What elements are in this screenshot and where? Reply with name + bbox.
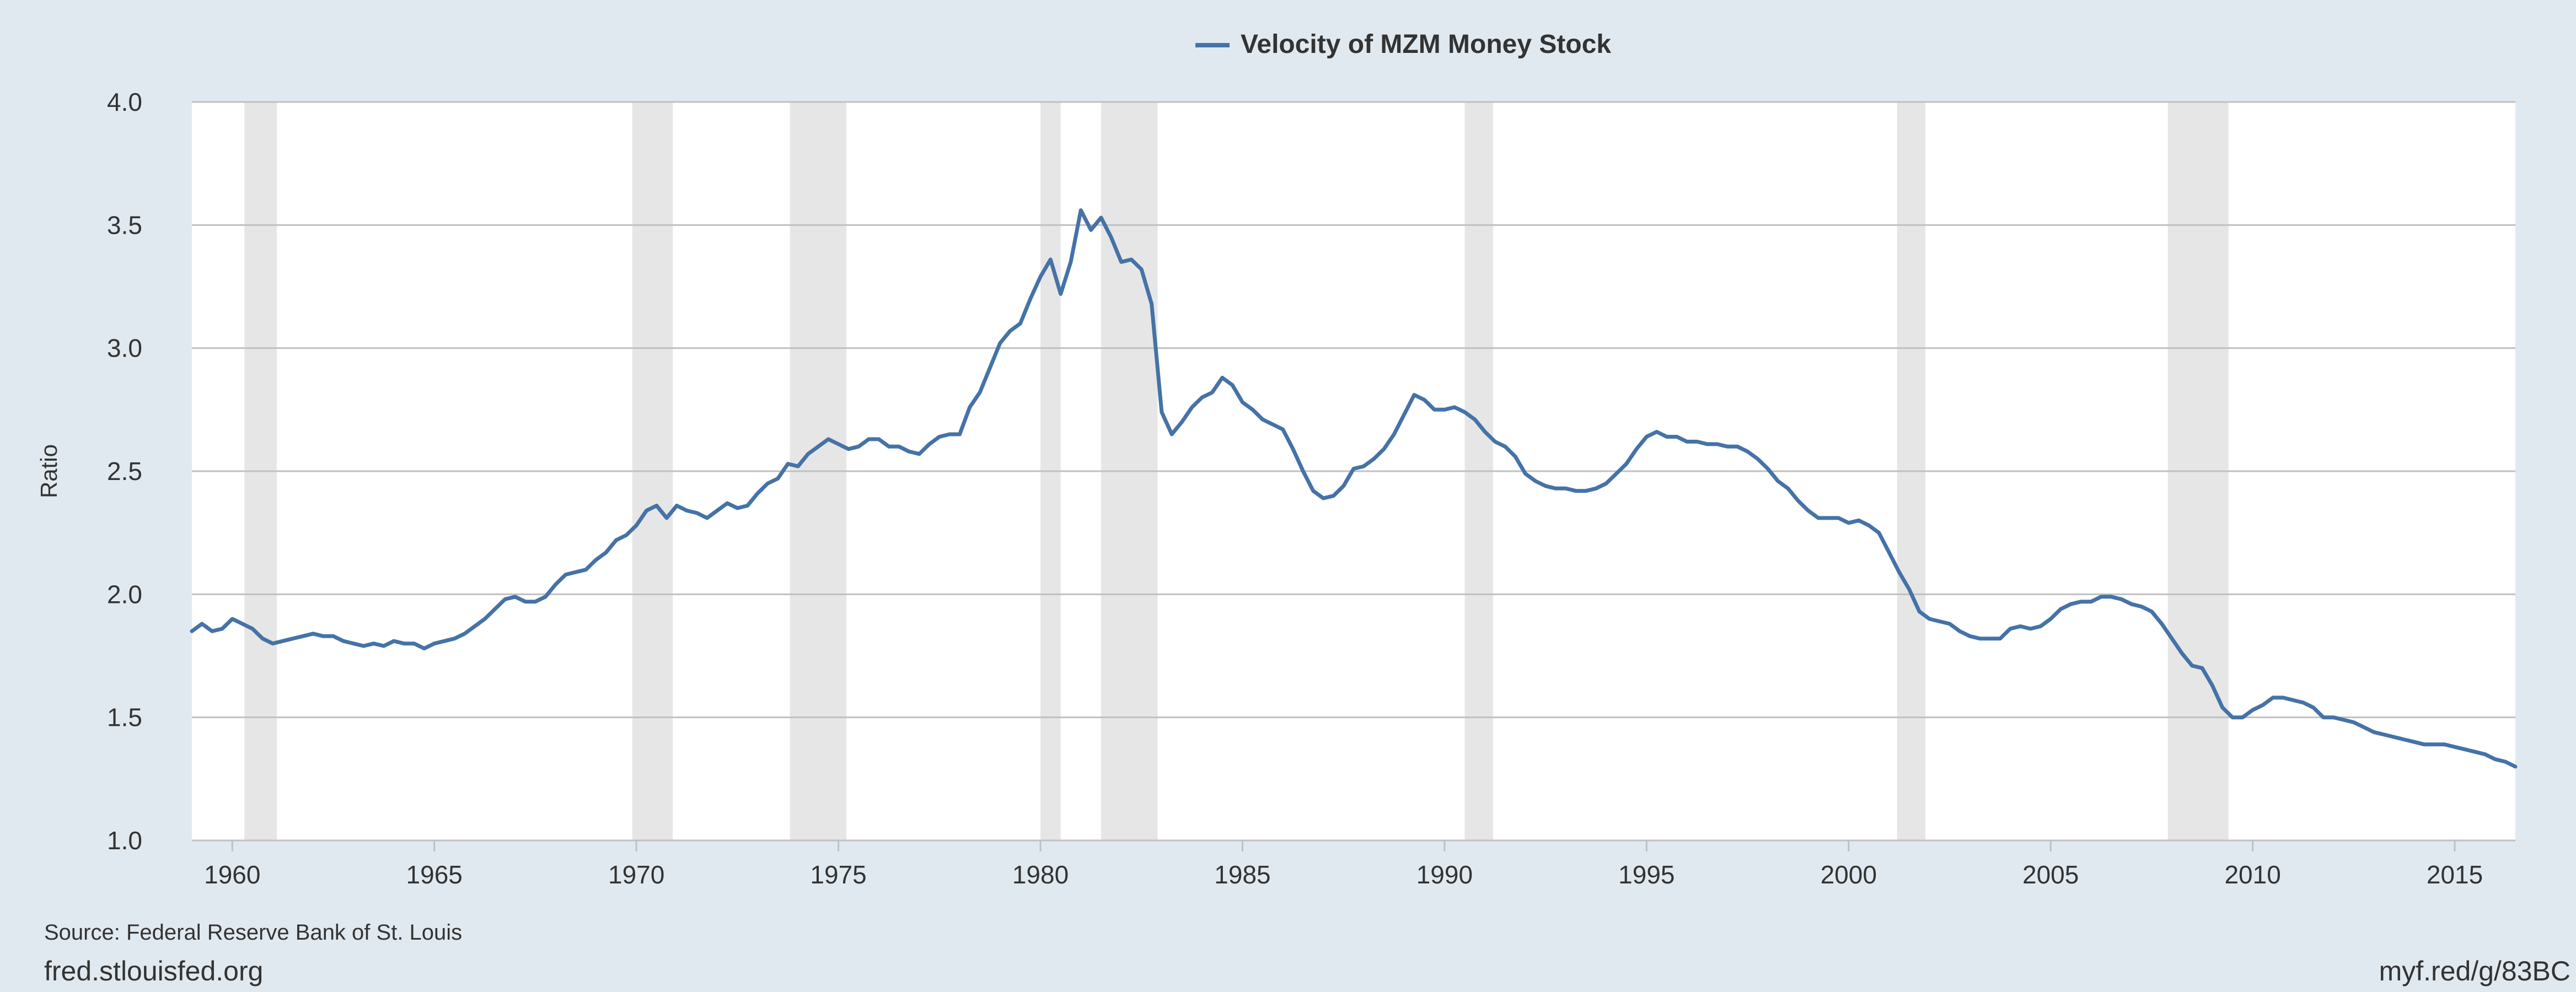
y-tick-label: 1.5 xyxy=(107,703,142,732)
x-tick-label: 2015 xyxy=(2427,860,2483,889)
x-tick-label: 1975 xyxy=(810,860,866,889)
x-tick-label: 1970 xyxy=(608,860,664,889)
y-tick-label: 3.5 xyxy=(107,211,142,239)
short-link[interactable]: myf.red/g/83BC xyxy=(2379,956,2570,986)
legend[interactable]: Velocity of MZM Money Stock xyxy=(1195,30,1611,59)
x-tick-label: 1990 xyxy=(1416,860,1473,889)
y-tick-label: 1.0 xyxy=(107,826,142,855)
y-tick-label: 2.5 xyxy=(107,457,142,486)
x-axis-ticks xyxy=(231,840,2456,851)
x-tick-label: 1995 xyxy=(1618,860,1675,889)
x-tick-label: 1960 xyxy=(204,860,260,889)
series-line-velocity-mzm xyxy=(190,208,2518,769)
x-tick-label: 1965 xyxy=(406,860,463,889)
source-note: Source: Federal Reserve Bank of St. Loui… xyxy=(44,920,463,945)
y-tick-label: 2.0 xyxy=(107,580,142,608)
x-tick-label: 1985 xyxy=(1214,860,1270,889)
x-tick-label: 2005 xyxy=(2022,860,2079,889)
y-tick-label: 4.0 xyxy=(107,88,142,116)
site-link[interactable]: fred.stlouisfed.org xyxy=(44,956,264,986)
x-tick-label: 2010 xyxy=(2224,860,2280,889)
x-tick-label: 1980 xyxy=(1012,860,1069,889)
x-axis-tick-labels: 1960 1965 1970 1975 1980 1985 1990 1995 2000 2005… xyxy=(204,860,2483,889)
x-tick-label: 2000 xyxy=(1821,860,1877,889)
y-axis-label: Ratio xyxy=(36,444,62,498)
y-axis-tick-labels: 1.0 1.5 2.0 2.5 3.0 3.5 4.0 xyxy=(107,88,142,855)
y-tick-label: 3.0 xyxy=(107,334,142,363)
legend-label: Velocity of MZM Money Stock xyxy=(1241,30,1611,59)
